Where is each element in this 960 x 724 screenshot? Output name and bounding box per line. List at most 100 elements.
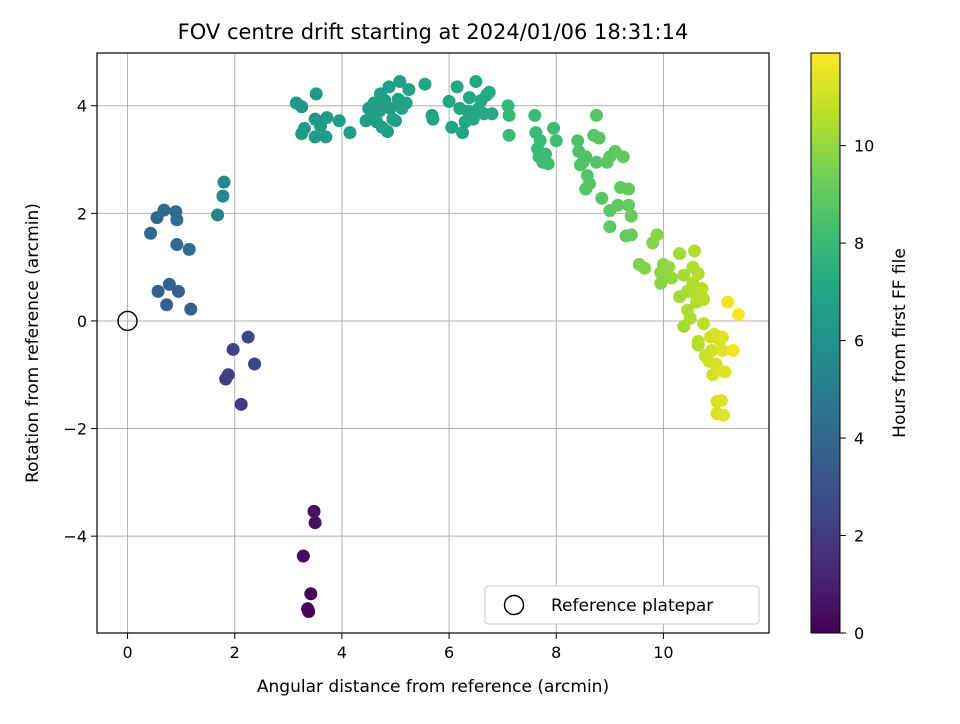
data-point (697, 317, 711, 331)
y-tick-label: −2 (63, 420, 87, 439)
data-point (307, 504, 321, 518)
data-point (393, 75, 407, 89)
data-point (714, 394, 728, 408)
data-point (442, 94, 456, 108)
data-point (603, 220, 617, 234)
data-point (248, 357, 262, 371)
data-point (715, 330, 729, 344)
data-point (160, 298, 174, 312)
data-point (308, 516, 322, 530)
data-point (705, 344, 719, 358)
data-point (343, 126, 357, 140)
x-tick-label: 8 (551, 643, 561, 662)
colorbar: 0 2 4 6 8 10 Hours from first FF file (810, 52, 910, 643)
data-point (541, 157, 555, 171)
data-point (677, 268, 691, 282)
data-point (170, 213, 184, 227)
legend-label: Reference platepar (551, 596, 713, 616)
data-point (726, 344, 740, 358)
data-point (624, 228, 638, 242)
data-point (216, 189, 230, 203)
data-point (455, 126, 469, 140)
data-point (388, 114, 402, 128)
data-point (715, 344, 729, 358)
data-point (571, 134, 585, 148)
data-point (592, 131, 606, 145)
data-point (589, 108, 603, 122)
data-point (654, 276, 668, 290)
data-point (650, 228, 664, 242)
data-point (382, 80, 396, 94)
data-point (622, 198, 636, 212)
data-point (241, 330, 255, 344)
data-point (418, 77, 432, 91)
colorbar-tick-label: 0 (854, 624, 864, 643)
data-point (616, 150, 630, 164)
data-point (304, 587, 318, 601)
data-point (501, 99, 515, 113)
data-point (309, 87, 323, 101)
data-point (157, 203, 171, 217)
data-point (399, 96, 413, 110)
data-point (691, 338, 705, 352)
chart-title: FOV centre drift starting at 2024/01/06 … (178, 20, 689, 44)
data-point (673, 247, 687, 261)
data-point (462, 91, 476, 105)
colorbar-tick-label: 2 (854, 527, 864, 546)
colorbar-gradient (810, 52, 841, 634)
x-tick-label: 6 (444, 643, 454, 662)
data-point (170, 238, 184, 252)
x-tick-label: 4 (337, 643, 347, 662)
data-point (151, 284, 165, 298)
plot-frame (96, 52, 770, 634)
y-tick-label: 0 (77, 312, 87, 331)
data-point (502, 108, 516, 122)
data-point (171, 284, 185, 298)
x-tick-label: 0 (122, 643, 132, 662)
x-tick-label: 10 (653, 643, 673, 662)
y-tick-label: 4 (77, 97, 87, 116)
colorbar-label: Hours from first FF file (890, 248, 910, 438)
data-point (482, 85, 496, 99)
y-axis-label: Rotation from reference (arcmin) (23, 203, 43, 483)
data-point (731, 307, 745, 321)
data-point (662, 260, 676, 274)
data-point (319, 130, 333, 144)
data-point (611, 198, 625, 212)
data-point (295, 100, 309, 114)
data-point (426, 112, 440, 126)
data-point (549, 134, 563, 148)
data-point (162, 277, 176, 291)
data-point (697, 292, 711, 306)
data-point (582, 177, 596, 191)
data-point (547, 121, 561, 135)
data-point (211, 208, 225, 222)
data-point (691, 267, 705, 281)
y-tick-label: 2 (77, 204, 87, 223)
x-axis-ticks: 0 2 4 6 8 10 (122, 633, 674, 662)
data-point (502, 128, 516, 142)
colorbar-ticks: 0 2 4 6 8 10 (840, 137, 874, 643)
x-axis-label: Angular distance from reference (arcmin) (257, 677, 609, 697)
data-point (182, 242, 196, 256)
data-point (718, 365, 732, 379)
y-tick-label: −4 (63, 527, 87, 546)
data-point (221, 368, 235, 382)
x-tick-label: 2 (230, 643, 240, 662)
colorbar-tick-label: 8 (854, 234, 864, 253)
data-point (320, 111, 334, 125)
data-point (144, 226, 158, 240)
colorbar-tick-label: 10 (854, 137, 874, 156)
data-point (624, 209, 638, 223)
data-point (533, 134, 547, 148)
data-point (683, 311, 697, 325)
data-point (688, 244, 702, 258)
data-points (144, 75, 745, 618)
data-point (383, 101, 397, 115)
legend-box (484, 585, 760, 625)
data-point (332, 114, 346, 128)
legend-marker-open-circle (503, 594, 525, 616)
data-point (450, 80, 464, 94)
